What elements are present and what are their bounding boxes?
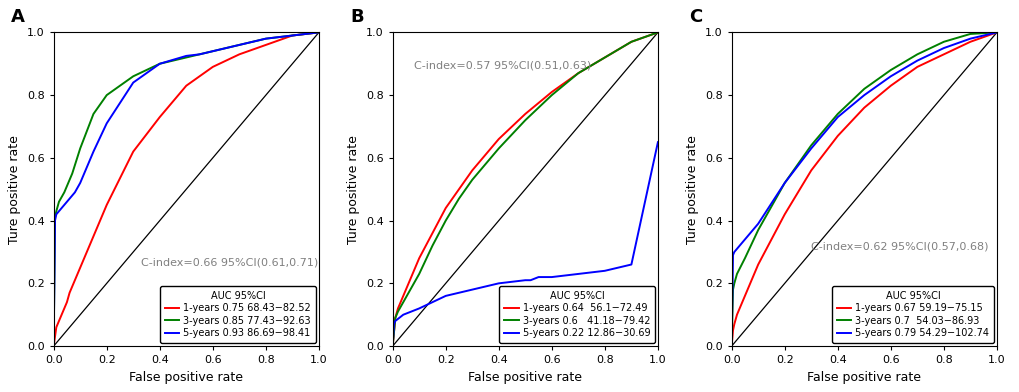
Legend: 1-years 0.67 59.19−75.15, 3-years 0.7  54.03−86.93, 5-years 0.79 54.29−102.74: 1-years 0.67 59.19−75.15, 3-years 0.7 54…	[830, 286, 994, 343]
Text: C-index=0.62 95%CI(0.57,0.68): C-index=0.62 95%CI(0.57,0.68)	[810, 242, 987, 252]
X-axis label: False positive rate: False positive rate	[806, 371, 920, 384]
Y-axis label: Ture positive rate: Ture positive rate	[8, 135, 21, 244]
Y-axis label: Ture positive rate: Ture positive rate	[347, 135, 360, 244]
Text: B: B	[350, 8, 364, 26]
Text: C-index=0.57 95%CI(0.51,0.63): C-index=0.57 95%CI(0.51,0.63)	[414, 60, 591, 70]
X-axis label: False positive rate: False positive rate	[468, 371, 582, 384]
Y-axis label: Ture positive rate: Ture positive rate	[686, 135, 699, 244]
Text: C-index=0.66 95%CI(0.61,0.71): C-index=0.66 95%CI(0.61,0.71)	[141, 258, 318, 268]
Text: C: C	[689, 8, 702, 26]
Legend: 1-years 0.75 68.43−82.52, 3-years 0.85 77.43−92.63, 5-years 0.93 86.69−98.41: 1-years 0.75 68.43−82.52, 3-years 0.85 7…	[160, 286, 316, 343]
Text: A: A	[11, 8, 25, 26]
Legend: 1-years 0.64  56.1−72.49, 3-years 0.6   41.18−79.42, 5-years 0.22 12.86−30.69: 1-years 0.64 56.1−72.49, 3-years 0.6 41.…	[498, 286, 654, 343]
X-axis label: False positive rate: False positive rate	[129, 371, 244, 384]
